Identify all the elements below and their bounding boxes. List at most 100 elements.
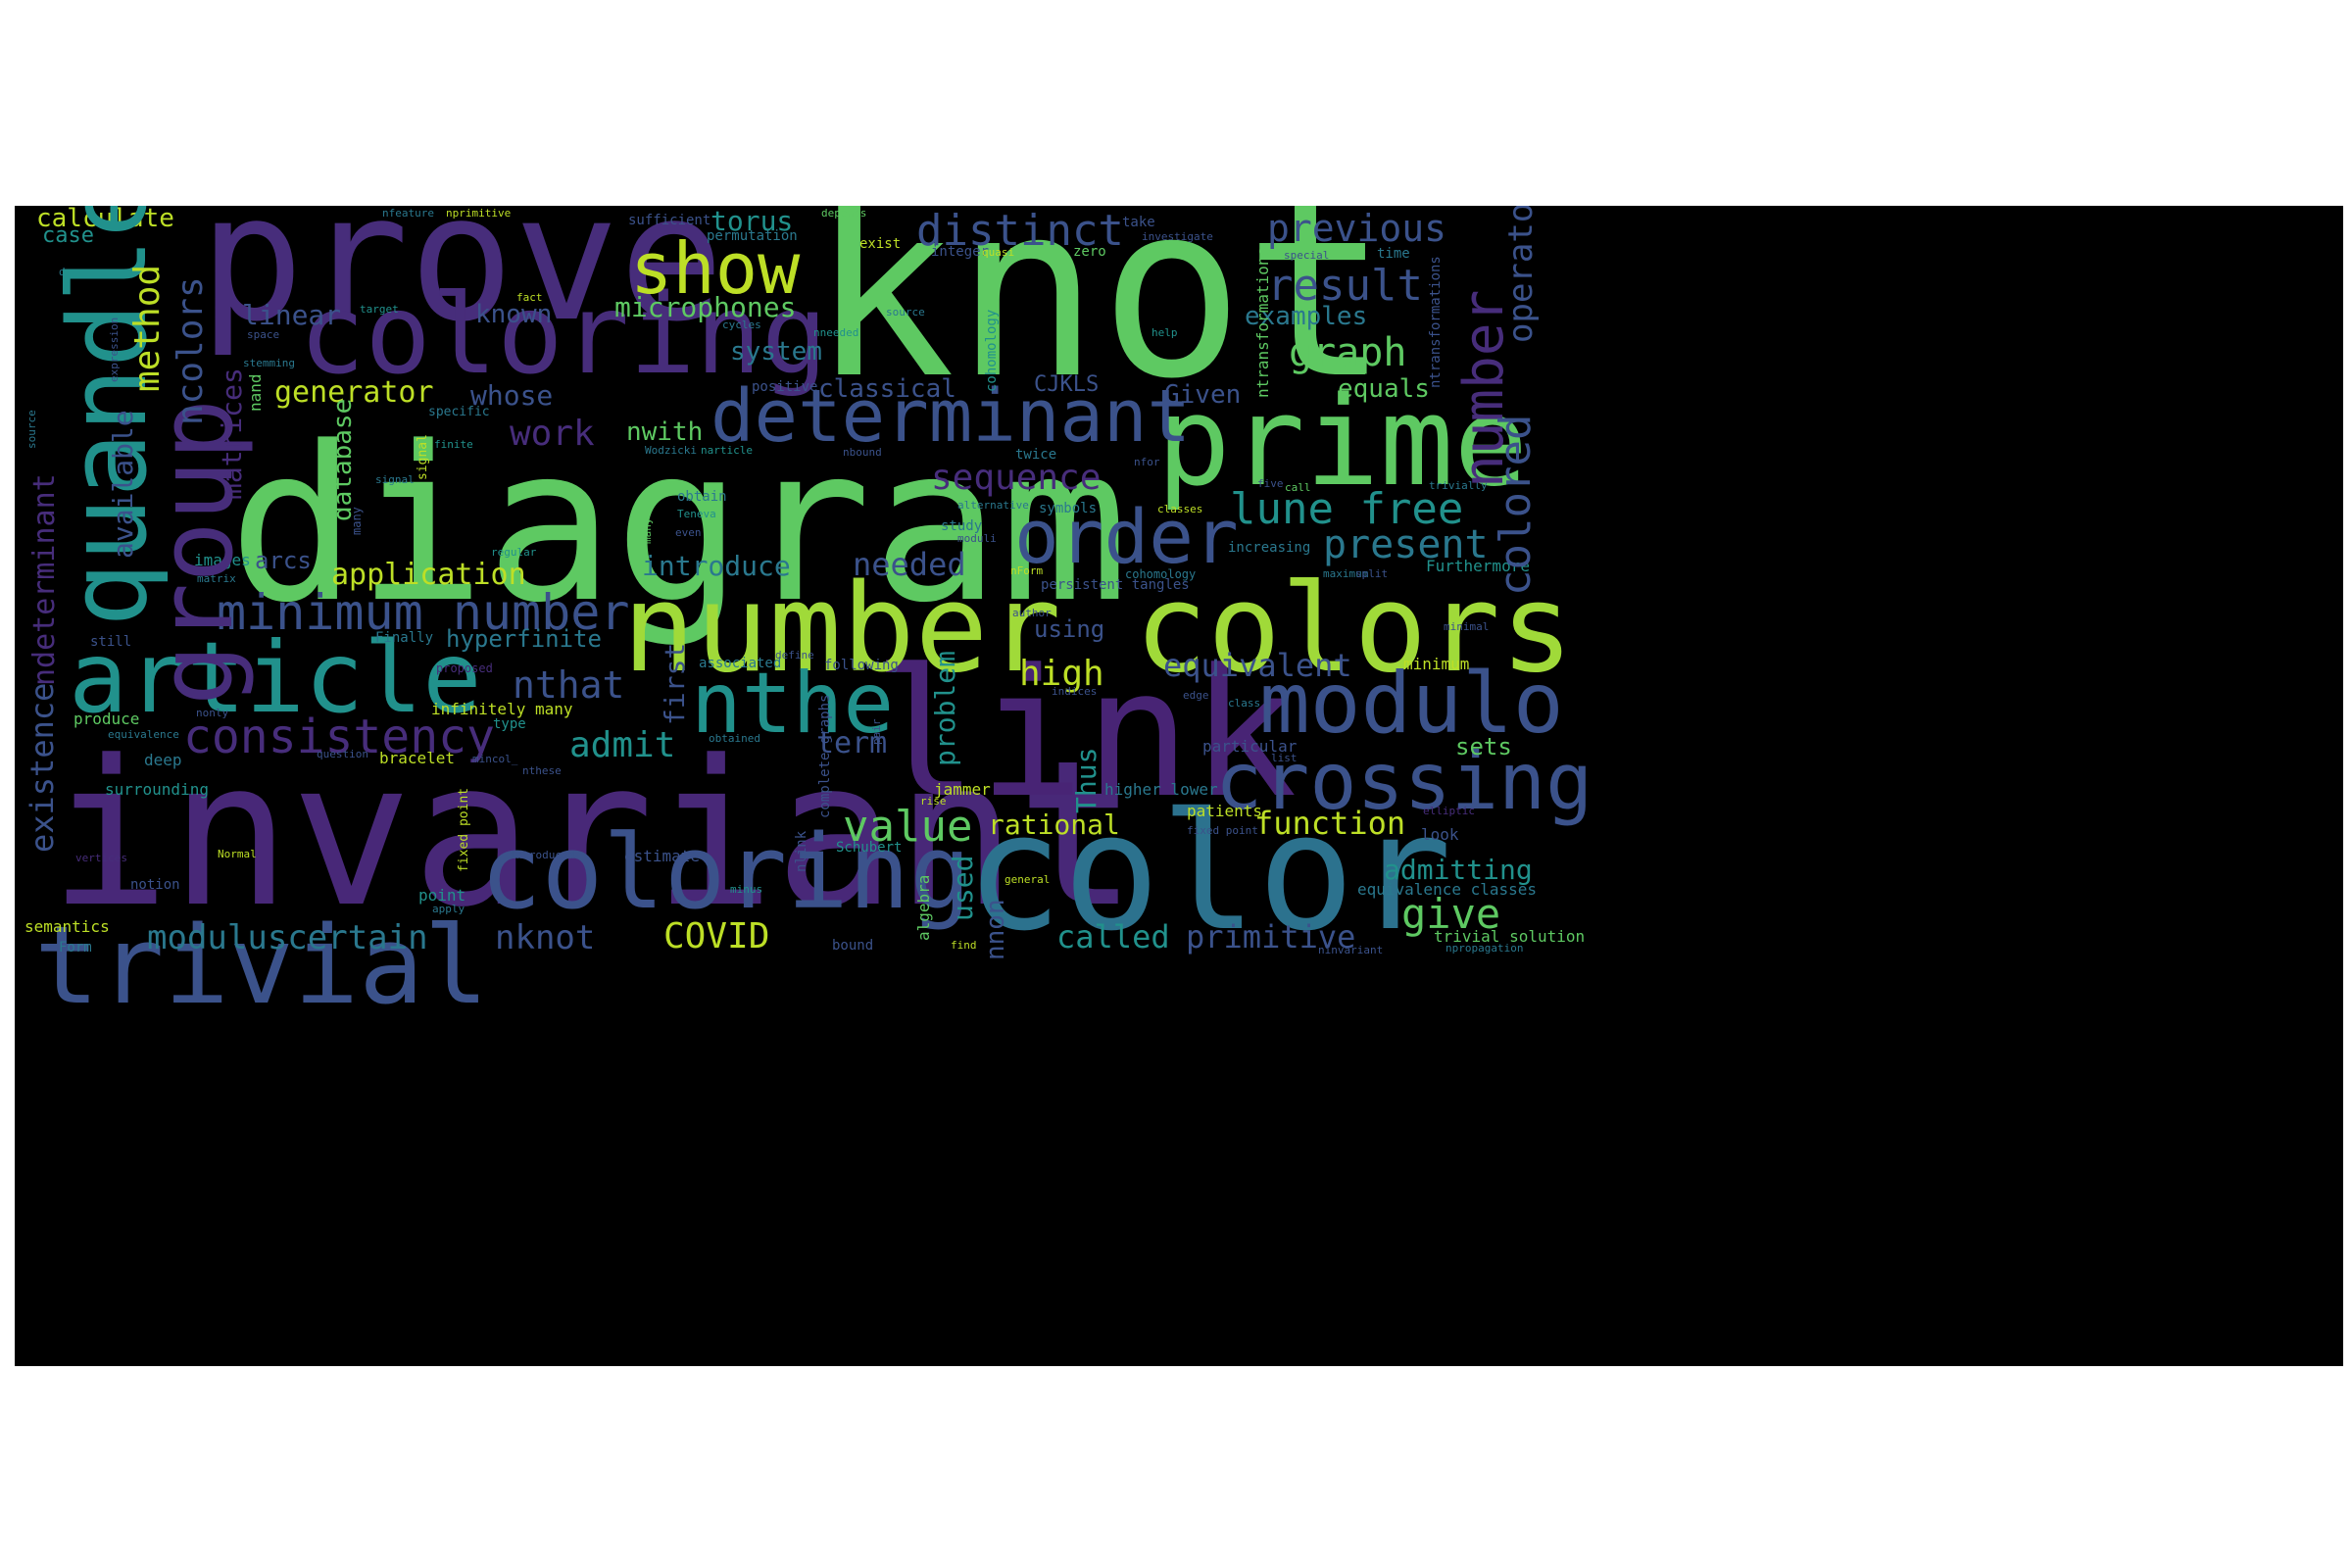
word-sufficient: permutation <box>707 228 798 244</box>
word-maximum: nForm <box>1010 564 1044 577</box>
word-uses: mincol_ <box>472 753 518 765</box>
word-work: work <box>510 414 595 454</box>
word-trivial-solution: infinitely many <box>431 700 573 718</box>
word-equivalence-classes: particular <box>1202 737 1298 756</box>
word-diagram: diagram <box>228 402 1129 650</box>
word-introduced: vertices <box>75 852 127 864</box>
word-patients: higher lower <box>1104 780 1218 799</box>
word-help: nneeded <box>813 326 859 339</box>
word-sequence: sequence <box>931 458 1102 498</box>
word-nand: nand <box>246 373 265 412</box>
word-calculate: calculate <box>36 206 174 233</box>
word-type: associated <box>699 656 782 671</box>
word-obtained: equivalence <box>108 728 179 741</box>
word-bracelet: estimate <box>624 847 701 865</box>
word-pair: edge <box>1183 689 1209 702</box>
word-article: article <box>69 620 482 735</box>
word-database: database <box>328 398 358 521</box>
word-ntransformations: ntransformations <box>1428 256 1444 388</box>
word-colored: colored <box>1491 414 1541 596</box>
word-equivalence: nonly <box>196 707 229 719</box>
word-admit: admit <box>569 725 676 765</box>
word-operator: operator <box>1501 206 1541 343</box>
word-involving: npropagation <box>1446 942 1524 955</box>
word-alternative: trivially <box>1429 479 1488 492</box>
word-complete-graphs: nlink <box>794 830 809 872</box>
word-determinant: determinant <box>710 374 1192 459</box>
word-npropagation: find <box>951 939 977 952</box>
word-elliptic: rise <box>920 795 947 808</box>
word-particular: Furthermore <box>1426 557 1530 575</box>
word-regular: even <box>675 526 702 539</box>
word-function: function <box>1254 805 1406 842</box>
word-moduluscertain: moduluscertain <box>147 918 428 957</box>
word-look: equivalence classes <box>1357 880 1538 899</box>
word-quasi: help <box>1152 326 1178 339</box>
word-nform: regular <box>491 546 537 559</box>
word-cloud: knot diagram invariant prove link number… <box>15 206 2343 1366</box>
word-present: present <box>1323 522 1489 567</box>
word-minus: introduced <box>510 849 575 861</box>
word-positive: proposed <box>436 662 493 675</box>
word-primitive: primitive <box>1186 918 1356 956</box>
word-nnon: nnon <box>981 899 1010 960</box>
word-nthat: nthat <box>513 663 625 707</box>
word-infinitely-many: deep <box>144 751 182 769</box>
word-introduce: introduce <box>642 550 791 582</box>
word-persistent-tangles: cohomology <box>1125 567 1197 581</box>
word-nfeature: nfeature <box>382 207 434 220</box>
word-order: order <box>1014 493 1239 580</box>
word-nprimitive: nprimitive <box>446 207 512 220</box>
word-application: application <box>331 558 526 592</box>
word-obtain: symbols <box>1039 501 1098 516</box>
word-color: color <box>965 778 1452 966</box>
word-minimum-number: minimum number <box>217 584 630 641</box>
word-bound: minus <box>730 883 763 896</box>
word-arcs: arcs <box>255 547 312 574</box>
word-case: case <box>42 223 94 248</box>
word-fact: fact <box>516 291 543 304</box>
word-given: Given <box>1164 380 1242 410</box>
word-consistency: consistency <box>183 710 495 764</box>
word-many: moduli <box>957 532 997 545</box>
word-decrease: decrease <box>59 266 111 278</box>
word-point: bracelet <box>379 749 456 767</box>
word-finally: type <box>493 716 526 732</box>
word-call: five <box>1257 477 1284 490</box>
word-rise: complete graphs <box>817 694 833 818</box>
word-symbols: study <box>941 518 983 534</box>
word-show: show <box>630 227 801 310</box>
word-associated: following <box>824 658 899 673</box>
word-nknot: nknot <box>495 918 596 957</box>
word-hyperfinite: hyperfinite <box>446 625 602 653</box>
word-available: available <box>107 410 139 559</box>
word-linear: linear <box>242 299 342 331</box>
word-even: Teneva <box>677 508 716 520</box>
word-exist: zero <box>1073 244 1106 260</box>
word-define: minimal <box>1444 620 1490 633</box>
word-apply: general <box>1004 873 1051 886</box>
word-microphones: microphones <box>614 291 797 323</box>
word-equals: equals <box>1338 374 1430 404</box>
word-split: maximum <box>1323 567 1369 580</box>
word-normal: elliptic <box>1423 805 1475 817</box>
word-knot: knot <box>810 206 1390 431</box>
word-stemming: stemming <box>243 357 295 369</box>
word-prove: prove <box>199 206 724 360</box>
word-space: space <box>247 328 280 341</box>
word-lune-free: lune free <box>1230 484 1464 534</box>
word-time: positive <box>752 379 818 395</box>
word-nthe: nthe <box>691 655 895 753</box>
word-coloring-top: coloring <box>299 271 828 399</box>
word-ndeterminant: ndeterminant <box>27 473 62 686</box>
word-furthermore: minimum <box>1403 655 1470 673</box>
word-study: exist <box>859 236 902 252</box>
word-zero: integer <box>931 244 990 260</box>
word-nwith: nwith <box>626 417 704 447</box>
word-expression: expression <box>108 317 121 382</box>
word-narticle: Wodzicki <box>645 444 697 457</box>
word-covid: COVID <box>663 916 770 956</box>
word-needed: needed <box>853 546 966 583</box>
word-first: first <box>659 642 691 725</box>
word-minimum: increasing <box>1228 540 1311 556</box>
